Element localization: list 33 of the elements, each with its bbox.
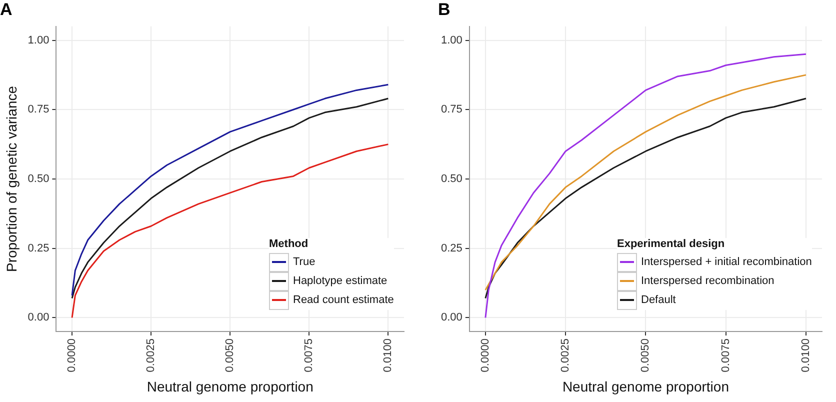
legend-label: True bbox=[293, 256, 316, 268]
y-tick-label: 0.00 bbox=[28, 312, 50, 324]
legend-label: Read count estimate bbox=[293, 294, 394, 306]
x-axis-title: Neutral genome proportion bbox=[146, 378, 314, 394]
legend-label: Default bbox=[641, 294, 676, 306]
legend-title: Method bbox=[269, 238, 310, 250]
y-tick-label: 0.50 bbox=[28, 173, 50, 186]
x-tick-label: 0.0025 bbox=[145, 338, 158, 372]
x-tick-label: 0.0000 bbox=[479, 338, 492, 372]
x-tick-label: 0.0050 bbox=[640, 338, 652, 372]
legend-label: Haplotype estimate bbox=[293, 275, 388, 288]
y-tick-label: 0.75 bbox=[440, 104, 462, 116]
x-tick-label: 0.0000 bbox=[66, 338, 78, 372]
y-tick-label: 0.75 bbox=[28, 104, 50, 116]
legend-label: Interspersed + initial recombination bbox=[641, 256, 812, 268]
y-tick-label: 0.25 bbox=[28, 242, 50, 254]
y-axis-title: Proportion of genetic variance bbox=[3, 86, 20, 272]
chart-title: A bbox=[0, 0, 12, 19]
x-tick-label: 0.0075 bbox=[720, 338, 732, 372]
y-tick-label: 0.25 bbox=[440, 242, 462, 254]
chart-title: B bbox=[438, 0, 450, 19]
x-tick-label: 0.0050 bbox=[224, 338, 236, 372]
legend-label: Interspersed recombination bbox=[641, 275, 774, 288]
x-tick-label: 0.0100 bbox=[800, 338, 812, 372]
legend-title: Experimental design bbox=[617, 238, 726, 250]
x-axis-title: Neutral genome proportion bbox=[562, 378, 729, 394]
y-tick-label: 1.00 bbox=[28, 34, 50, 46]
x-tick-label: 0.0075 bbox=[303, 338, 316, 372]
y-tick-label: 1.00 bbox=[440, 34, 462, 46]
y-tick-label: 0.00 bbox=[440, 312, 462, 324]
x-tick-label: 0.0025 bbox=[560, 338, 572, 372]
y-tick-label: 0.50 bbox=[440, 173, 462, 186]
x-tick-label: 0.0100 bbox=[382, 338, 394, 372]
